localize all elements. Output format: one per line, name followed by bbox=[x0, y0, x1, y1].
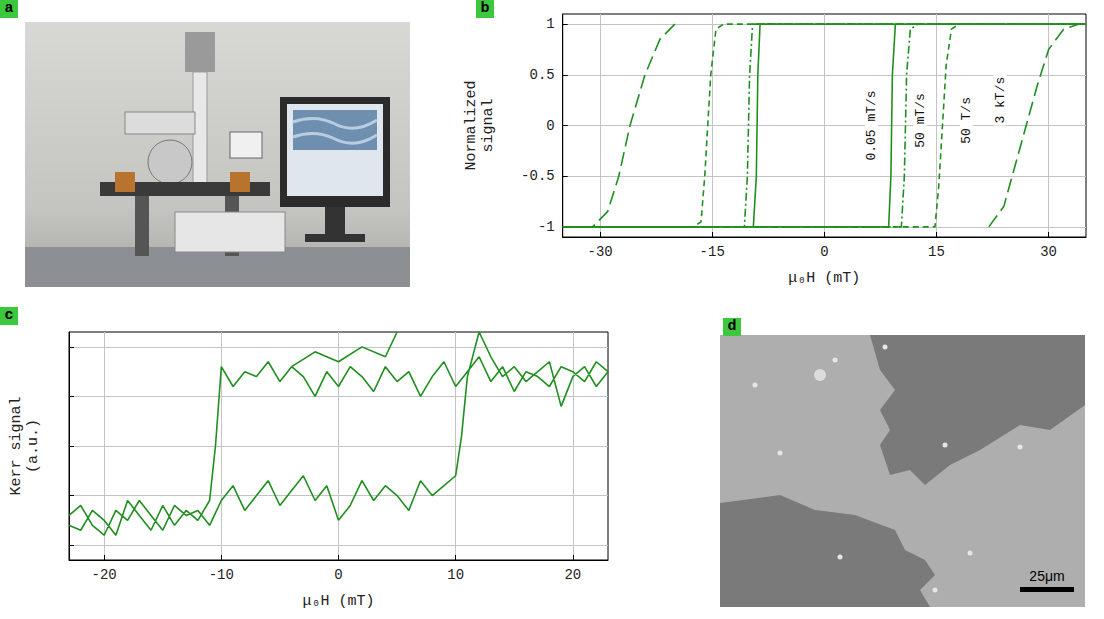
svg-text:-30: -30 bbox=[587, 244, 612, 260]
svg-text:Normalized: Normalized bbox=[463, 80, 480, 170]
html-text:c: c bbox=[4, 307, 14, 324]
svg-text:1: 1 bbox=[546, 16, 554, 32]
html-text:d: d bbox=[727, 318, 737, 335]
svg-text:10: 10 bbox=[447, 567, 464, 583]
svg-text:0: 0 bbox=[820, 244, 828, 260]
svg-text:3 kT/s: 3 kT/s bbox=[993, 77, 1008, 124]
svg-text:50 T/s: 50 T/s bbox=[959, 97, 974, 144]
html-text:b: b bbox=[480, 0, 490, 17]
svg-text:-1: -1 bbox=[538, 219, 555, 235]
svg-text:15: 15 bbox=[928, 244, 945, 260]
svg-text:signal: signal bbox=[480, 98, 497, 152]
svg-text:-15: -15 bbox=[700, 244, 725, 260]
svg-text:μ₀H (mT): μ₀H (mT) bbox=[788, 270, 860, 287]
svg-text:0: 0 bbox=[334, 567, 342, 583]
svg-text:(a.u.): (a.u.) bbox=[25, 419, 42, 473]
svg-text:0: 0 bbox=[546, 118, 554, 134]
svg-text:25μm: 25μm bbox=[1029, 568, 1064, 584]
svg-text:Kerr signal: Kerr signal bbox=[8, 396, 25, 495]
svg-text:-20: -20 bbox=[92, 567, 117, 583]
svg-text:20: 20 bbox=[564, 567, 581, 583]
svg-text:-0.5: -0.5 bbox=[521, 168, 555, 184]
svg-text:50 mT/s: 50 mT/s bbox=[913, 93, 928, 148]
svg-text:μ₀H (mT): μ₀H (mT) bbox=[302, 593, 374, 610]
svg-text:-10: -10 bbox=[209, 567, 234, 583]
html-text:a: a bbox=[4, 0, 14, 17]
svg-text:30: 30 bbox=[1040, 244, 1057, 260]
svg-text:0.05 mT/s: 0.05 mT/s bbox=[864, 90, 879, 160]
svg-text:0.5: 0.5 bbox=[530, 67, 555, 83]
